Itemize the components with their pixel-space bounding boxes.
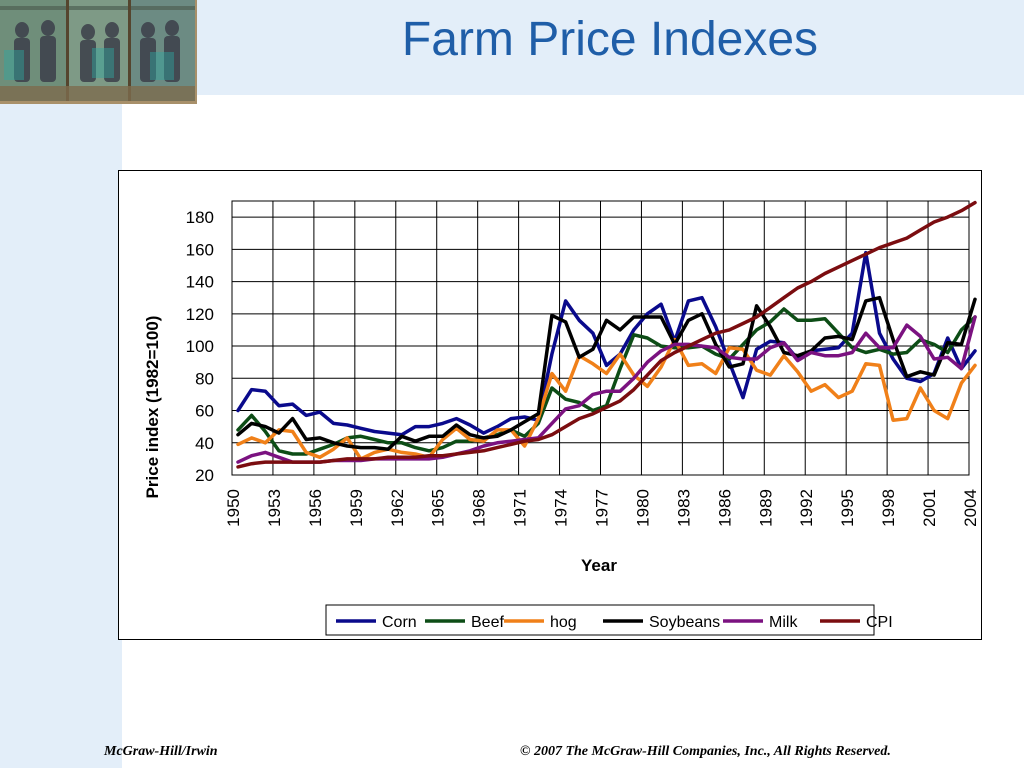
plot-grid bbox=[231, 200, 970, 476]
chart: 20 40 60 80 100 120 140 160 180 1950 1953 1956 1959… bbox=[143, 200, 980, 636]
footer-copyright: © 2007 The McGraw-Hill Companies, Inc., … bbox=[520, 744, 891, 759]
x-tick-label: 1950 bbox=[224, 489, 243, 527]
y-tick-label: 180 bbox=[186, 208, 214, 227]
header-photo-strip bbox=[0, 0, 197, 104]
x-tick-label: 1977 bbox=[593, 489, 612, 527]
x-tick-label: 1980 bbox=[633, 489, 652, 527]
x-tick-label: 1983 bbox=[674, 489, 693, 527]
legend-box bbox=[325, 604, 875, 636]
x-tick-label: 2004 bbox=[961, 489, 980, 527]
y-tick-label: 20 bbox=[195, 466, 214, 485]
x-tick-label: 1992 bbox=[797, 489, 816, 527]
y-axis-label: Price index (1982=100) bbox=[143, 316, 162, 499]
y-tick-label: 40 bbox=[195, 434, 214, 453]
x-tick-label: 1971 bbox=[511, 489, 530, 527]
y-axis-ticks: 20 40 60 80 100 120 140 160 180 bbox=[186, 208, 214, 485]
x-tick-label: 2001 bbox=[920, 489, 939, 527]
x-tick-label: 1959 bbox=[347, 489, 366, 527]
y-tick-label: 140 bbox=[186, 273, 214, 292]
x-tick-label: 1974 bbox=[552, 489, 571, 527]
x-tick-label: 1995 bbox=[838, 489, 857, 527]
series-line-soybeans bbox=[236, 295, 977, 451]
y-tick-label: 60 bbox=[195, 402, 214, 421]
series-line-hog bbox=[236, 337, 977, 461]
background-left-panel bbox=[0, 0, 122, 768]
x-axis-label: Year bbox=[581, 556, 617, 575]
x-tick-label: 1962 bbox=[388, 489, 407, 527]
x-tick-label: 1986 bbox=[715, 489, 734, 527]
series-line-corn bbox=[236, 250, 977, 437]
y-tick-label: 120 bbox=[186, 305, 214, 324]
series-line-beef bbox=[236, 307, 977, 456]
chart-frame bbox=[118, 170, 982, 640]
x-tick-label: 1989 bbox=[756, 489, 775, 527]
y-tick-label: 160 bbox=[186, 240, 214, 259]
x-tick-label: 1968 bbox=[470, 489, 489, 527]
legend-label-hog: hog bbox=[550, 614, 577, 631]
legend-label-corn: Corn bbox=[382, 614, 417, 631]
legend-label-cpi: CPI bbox=[866, 614, 893, 631]
x-tick-label: 1965 bbox=[429, 489, 448, 527]
footer-publisher: McGraw-Hill/Irwin bbox=[104, 744, 218, 759]
x-tick-label: 1998 bbox=[879, 489, 898, 527]
legend-label-beef: Beef bbox=[471, 614, 504, 631]
y-tick-label: 80 bbox=[195, 369, 214, 388]
x-axis-ticks: 1950 1953 1956 1959 1962 1965 1968 1971 1974 1977… bbox=[224, 489, 980, 527]
legend: Corn Beef hog Soybeans Milk CPI bbox=[325, 604, 893, 636]
legend-label-milk: Milk bbox=[769, 614, 798, 631]
series-line-cpi bbox=[236, 200, 977, 469]
x-tick-label: 1956 bbox=[306, 489, 325, 527]
x-tick-label: 1953 bbox=[265, 489, 284, 527]
y-tick-label: 100 bbox=[186, 337, 214, 356]
series-lines bbox=[236, 200, 977, 469]
legend-label-soybeans: Soybeans bbox=[649, 614, 720, 631]
slide-title: Farm Price Indexes bbox=[401, 13, 819, 66]
